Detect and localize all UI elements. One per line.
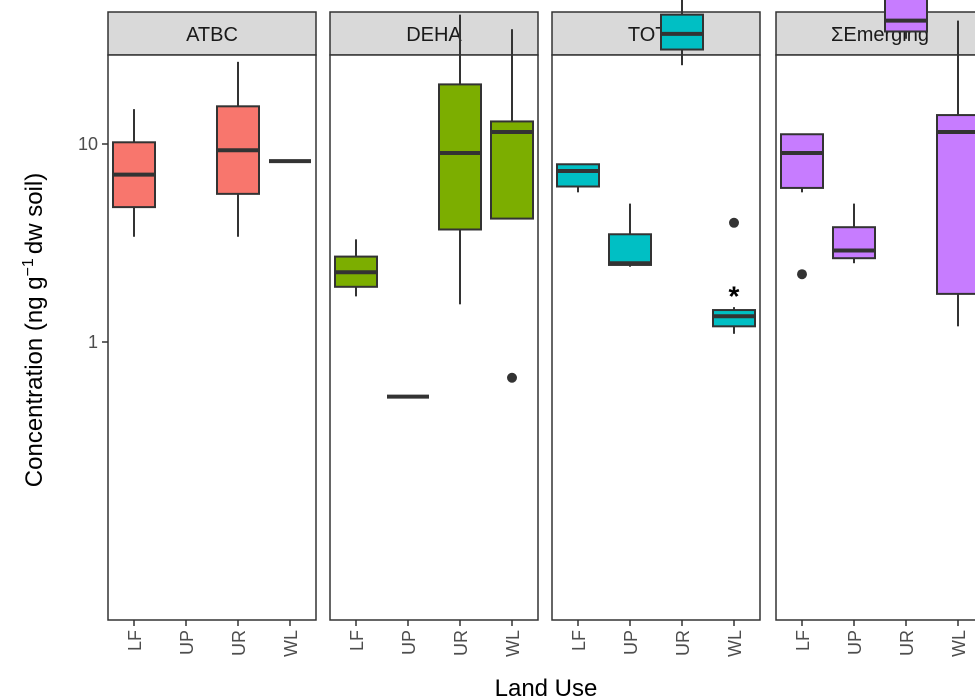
y-axis-title: Concentration (ng g−1 dw soil) [20, 173, 48, 487]
outlier-point [729, 217, 739, 228]
facet-2-box-ur [438, 14, 482, 305]
facet-strips: ATBC DEHA TOTM ΣEmerging [107, 11, 975, 56]
x-tick-label-wl: WL [281, 630, 301, 657]
facet-2-strip-label: DEHA [406, 24, 462, 46]
x-tick-label-ur: UR [673, 630, 693, 656]
facet-3-significance-ur: * [677, 0, 688, 4]
y-tick-label: 1 [88, 332, 98, 352]
facet-3-significance-wl: * [729, 280, 740, 311]
facet-4-box-up [832, 203, 876, 264]
x-tick-label-up: UP [399, 630, 419, 655]
x-tick-label-wl: WL [949, 630, 969, 657]
x-tick-label-wl: WL [725, 630, 745, 657]
facet-3-x-axis: LF UP UR WL [569, 620, 745, 657]
box-iqr [936, 114, 975, 295]
box-iqr [884, 0, 928, 33]
box-iqr [780, 133, 824, 189]
facet-2-box-lf [334, 239, 378, 297]
facet-3-box-wl [712, 217, 756, 334]
box-iqr [438, 83, 482, 231]
facet-panels: ** [107, 0, 975, 621]
facet-2-strip: DEHA [329, 11, 539, 56]
facet-1-strip-label: ATBC [186, 24, 238, 46]
facet-1-strip-background [107, 11, 317, 56]
y-axis-title-end: dw soil) [21, 173, 48, 254]
facet-3-panel-border [551, 54, 761, 621]
x-tick-label-up: UP [845, 630, 865, 655]
outlier-point [507, 372, 517, 383]
facet-1-box-ur [216, 61, 260, 237]
x-tick-label-ur: UR [229, 630, 249, 656]
facet-4-strip: ΣEmerging [775, 11, 975, 56]
x-tick-label-lf: LF [347, 630, 367, 651]
facet-3-box-ur [660, 0, 704, 66]
facet-1-panel-border [107, 54, 317, 621]
facet-4-x-axis: LF UP UR WL [793, 620, 969, 657]
facet-1-panel [107, 54, 317, 621]
facet-2-box-wl [490, 29, 534, 383]
facet-1-box-lf [112, 109, 156, 237]
facet-4-box-lf [780, 133, 824, 280]
box-iqr [608, 233, 652, 266]
x-tick-label-wl: WL [503, 630, 523, 657]
facet-2-panel [329, 14, 539, 621]
y-axis: 110100 [78, 134, 108, 352]
facet-4-box-wl [936, 20, 975, 327]
x-axes: LF UP UR WL LF UP UR WL LF UP UR WL LF UP UR WL [125, 620, 969, 657]
facet-4-box-ur [884, 0, 928, 39]
y-axis-title-superscript: −1 [20, 258, 37, 276]
facet-2-x-axis: LF UP UR WL [347, 620, 523, 657]
x-tick-label-up: UP [621, 630, 641, 655]
box-iqr [832, 226, 876, 260]
facet-3-box-lf [556, 163, 600, 193]
facet-3-strip: TOTM [551, 11, 761, 56]
x-axis-title: Land Use [495, 675, 598, 699]
facet-3-box-up [608, 203, 652, 267]
facet-1-x-axis: LF UP UR WL [125, 620, 301, 657]
box-iqr [556, 163, 600, 188]
outlier-point [797, 269, 807, 280]
y-axis-title-main: Concentration (ng g [21, 276, 48, 487]
x-tick-label-ur: UR [897, 630, 917, 656]
x-tick-label-ur: UR [451, 630, 471, 656]
x-tick-label-lf: LF [125, 630, 145, 651]
box-iqr [490, 120, 534, 220]
facet-3-panel: ** [551, 0, 761, 621]
facet-2-strip-background [329, 11, 539, 56]
x-tick-label-up: UP [177, 630, 197, 655]
y-tick-label: 10 [78, 134, 98, 154]
facet-3-strip-background [551, 11, 761, 56]
x-tick-label-lf: LF [793, 630, 813, 651]
facet-4-strip-background [775, 11, 975, 56]
x-tick-label-lf: LF [569, 630, 589, 651]
facet-4-panel [775, 0, 975, 621]
facet-1-strip: ATBC [107, 11, 317, 56]
